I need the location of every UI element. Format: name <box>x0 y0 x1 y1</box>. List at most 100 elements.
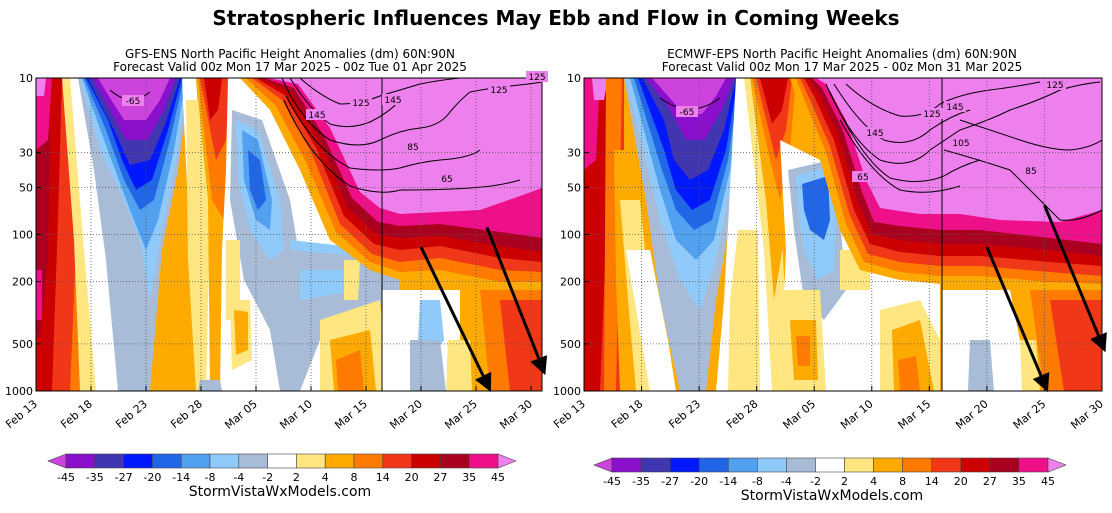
colorbar-label: 45 <box>491 471 505 484</box>
contour-label-bg <box>526 71 548 82</box>
x-tick-label: Mar 20 <box>953 397 991 432</box>
x-tick-label: Feb 28 <box>724 397 761 431</box>
contour-label: 85 <box>407 143 418 153</box>
contour-label: 145 <box>866 129 883 139</box>
colorbar-label: -27 <box>661 475 679 488</box>
colorbar-label: -45 <box>603 475 621 488</box>
colorbar-cell <box>931 457 962 473</box>
contour-label-bg <box>402 141 424 152</box>
colorbar-cell <box>669 457 700 473</box>
colorbar-cell <box>989 457 1020 473</box>
contour-label-bg <box>852 171 874 182</box>
colorbar-cell <box>611 457 642 473</box>
y-tick-label: 200 <box>560 276 581 289</box>
y-tick-label: 30 <box>19 147 33 160</box>
y-tick-label: 50 <box>567 181 581 194</box>
colorbar-cell <box>152 453 182 469</box>
x-tick-label: Feb 13 <box>3 397 40 431</box>
contour-label-bg <box>1044 79 1066 90</box>
colorbar-label: 20 <box>954 475 968 488</box>
contour-label-bg <box>921 108 943 119</box>
colorbar-cell <box>411 453 441 469</box>
colorbar-label: 2 <box>841 475 848 488</box>
colorbar-label: -27 <box>115 471 133 484</box>
colorbar-cell <box>786 457 816 473</box>
colorbar-label: -35 <box>86 471 104 484</box>
colorbar-cell <box>296 453 326 469</box>
y-tick-label: 200 <box>12 276 33 289</box>
contour-label: 145 <box>384 96 401 106</box>
contour-label: -65 <box>680 108 695 118</box>
right-panel-title: ECMWF-EPS North Pacific Height Anomalies… <box>586 48 1098 74</box>
left-footer: StormVistaWxModels.com <box>188 484 372 500</box>
trend-arrow <box>1043 204 1107 353</box>
right-title-line1: ECMWF-EPS North Pacific Height Anomalies… <box>667 47 1017 61</box>
colorbar-cell <box>698 457 729 473</box>
colorbar-extend-high <box>1047 457 1067 473</box>
colorbar-label: 35 <box>1012 475 1026 488</box>
colorbar-label: -20 <box>143 471 161 484</box>
right-title-line2: Forecast Valid 00z Mon 17 Mar 2025 - 00z… <box>661 60 1023 74</box>
x-tick-label: Mar 15 <box>896 397 934 432</box>
colorbar-label: 2 <box>293 471 300 484</box>
colorbar-cell <box>94 453 124 469</box>
colorbar-cell <box>209 453 240 469</box>
contour-label: 125 <box>352 99 369 109</box>
right-grid <box>583 78 1103 391</box>
x-tick-label: Feb 23 <box>113 397 150 431</box>
left-title-line2: Forecast Valid 00z Mon 17 Mar 2025 - 00z… <box>113 60 467 74</box>
colorbar-label: 4 <box>322 471 329 484</box>
contour-label: 125 <box>528 73 545 83</box>
y-tick-label: 100 <box>12 229 33 242</box>
colorbar-label: 27 <box>983 475 997 488</box>
colorbar-cell <box>727 457 758 473</box>
x-tick-label: Mar 10 <box>277 397 315 432</box>
x-tick-label: Mar 05 <box>222 397 260 432</box>
left-title-line1: GFS-ENS North Pacific Height Anomalies (… <box>124 47 456 61</box>
colorbar-extend-low <box>593 457 613 473</box>
colorbar-label: 45 <box>1041 475 1055 488</box>
contour-label: 85 <box>1025 167 1036 177</box>
colorbar-label: 27 <box>433 471 447 484</box>
y-tick-label: 10 <box>567 72 581 85</box>
contour-label: 65 <box>441 175 452 185</box>
colorbar-label: 8 <box>899 475 906 488</box>
colorbar-cell <box>353 453 384 469</box>
contour-label: 145 <box>308 111 325 121</box>
colorbar-label: 8 <box>351 471 358 484</box>
colorbar-cell <box>640 457 671 473</box>
colorbar-label: -45 <box>57 471 75 484</box>
colorbar-label: -4 <box>233 471 244 484</box>
trend-arrow <box>485 226 548 376</box>
colorbar-cell <box>960 457 991 473</box>
x-tick-label: Feb 18 <box>609 397 646 431</box>
x-tick-label: Mar 15 <box>332 397 370 432</box>
colorbar-cell <box>180 453 211 469</box>
y-tick-label: 500 <box>12 338 33 351</box>
colorbar-label: -14 <box>172 471 190 484</box>
contour-label: 125 <box>1046 81 1063 91</box>
y-tick-label: 1000 <box>5 385 33 398</box>
colorbar-label: -14 <box>719 475 737 488</box>
colorbar-cell <box>324 453 355 469</box>
contour-label: 125 <box>923 110 940 120</box>
colorbar-label: -8 <box>205 471 216 484</box>
contour-label-bg <box>488 84 510 95</box>
trend-arrow <box>985 246 1050 393</box>
contour-label: 145 <box>946 103 963 113</box>
contour-label-bg <box>864 127 886 138</box>
contour-label: 65 <box>857 173 868 183</box>
colorbar-cell <box>65 453 96 469</box>
colorbar-cell <box>382 453 412 469</box>
contour-label-bg <box>950 137 972 148</box>
colorbar-label: 14 <box>925 475 939 488</box>
colorbar-cell <box>468 453 499 469</box>
colorbar-label: 20 <box>405 471 419 484</box>
y-tick-label: 1000 <box>553 385 581 398</box>
colorbar-cell <box>123 453 153 469</box>
colorbar-label: -35 <box>632 475 650 488</box>
x-tick-label: Mar 10 <box>838 397 876 432</box>
contour-label-bg <box>436 173 458 184</box>
colorbar-extend-high <box>497 453 517 469</box>
